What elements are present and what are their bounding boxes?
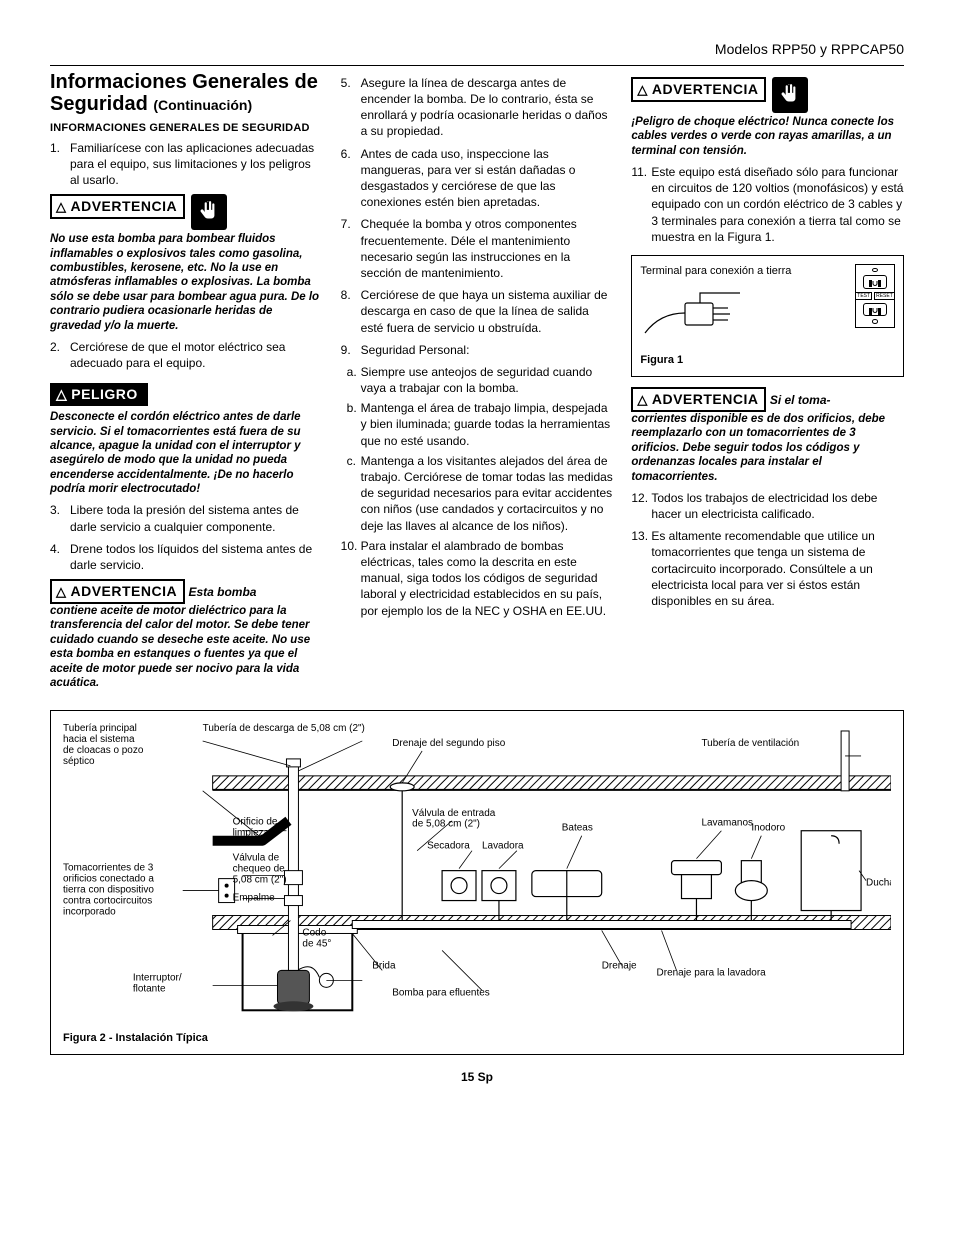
page-number: 15 Sp [50,1069,904,1085]
list-item: 6.Antes de cada uso, inspeccione las man… [341,146,614,211]
warn4-text: corrientes disponible es de dos orificio… [631,412,904,484]
li7-text: Chequée la bomba y otros componentes fre… [361,216,614,281]
svg-text:Drenaje para la lavadora: Drenaje para la lavadora [657,968,767,979]
fig1-terminal-label: Terminal para conexión a tierra [640,264,845,279]
reset-label: RESET [874,292,895,301]
svg-text:Lavamanos: Lavamanos [701,818,753,829]
section-title: Informaciones Generales de Seguridad (Co… [50,71,323,115]
svg-text:Secadora: Secadora [427,841,470,852]
column-2: 5.Asegure la línea de descarga antes de … [341,71,614,696]
li9a-text: Siempre use anteojos de seguridad cuando… [361,364,614,396]
svg-text:Tubería principalhacia el sist: Tubería principalhacia el sistemade cloa… [63,723,144,767]
warn1-text: No use esta bomba para bombear fluidos i… [50,232,323,333]
svg-text:Bomba para efluentes: Bomba para efluentes [392,988,490,999]
warn-label: ADVERTENCIA [71,197,178,216]
list-item: b.Mantenga el área de trabajo limpia, de… [347,400,614,449]
svg-text:Drenaje: Drenaje [602,961,637,972]
list-item: 10.Para instalar el alambrado de bombas … [341,538,614,619]
li9c-text: Mantenga a los visitantes alejados del á… [361,453,614,534]
warn-label: ADVERTENCIA [652,80,759,99]
plug-icon [640,283,750,343]
warn-label: ADVERTENCIA [71,582,178,601]
li8-text: Cerciórese de que haya un sistema auxili… [361,287,614,336]
advertencia-badge: △ ADVERTENCIA [50,194,185,219]
li9-text: Seguridad Personal: [361,342,614,358]
li9b-text: Mantenga el área de trabajo limpia, desp… [361,400,614,449]
peligro-badge: △PELIGRO [50,383,148,406]
warning-3: △ ADVERTENCIA [631,77,904,113]
hand-stop-icon [772,77,808,113]
list-item: a.Siempre use anteojos de seguridad cuan… [347,364,614,396]
list-item: 7.Chequée la bomba y otros componentes f… [341,216,614,281]
svg-text:Tubería de descarga de 5,08 cm: Tubería de descarga de 5,08 cm (2") [203,723,365,734]
rule [50,65,904,66]
warning-triangle-icon: △ [56,200,67,213]
list-item: 3.Libere toda la presión del sistema ant… [50,502,323,534]
list-item: c.Mantenga a los visitantes alejados del… [347,453,614,534]
warning-1: △ ADVERTENCIA [50,194,323,230]
svg-text:Válvula dechequeo de5,08 cm (2: Válvula dechequeo de5,08 cm (2") [233,853,287,886]
warning-triangle-icon: △ [637,393,648,406]
warn2-text: contiene aceite de motor dieléctrico par… [50,604,323,690]
warn3-text: ¡Peligro de choque eléctrico! Nunca cone… [631,115,904,158]
test-label: TEST [855,292,872,301]
figure-2: Tubería principalhacia el sistemade cloa… [50,710,904,1054]
figure-1: Terminal para conexión a tierra [631,255,904,377]
list-item: 1.Familiarícese con las aplicaciones ade… [50,140,323,189]
warn-label: ADVERTENCIA [652,390,759,409]
li12-text: Todos los trabajos de electricidad los d… [651,490,904,522]
model-header: Modelos RPP50 y RPPCAP50 [50,40,904,59]
svg-text:Interruptor/flotante: Interruptor/flotante [133,973,182,995]
list-item: 4.Drene todos los líquidos del sistema a… [50,541,323,573]
warn4-lead: Si el toma- [770,393,831,407]
svg-text:Brida: Brida [372,961,396,972]
hand-stop-icon [191,194,227,230]
svg-text:Inodoro: Inodoro [751,823,785,834]
title-cont: (Continuación) [153,97,252,113]
subhead: INFORMACIONES GENERALES DE SEGURIDAD [50,121,323,136]
column-3: △ ADVERTENCIA ¡Peligro de choque eléctric… [631,71,904,696]
list-item: 11.Este equipo está diseñado sólo para f… [631,164,904,245]
advertencia-badge: △ ADVERTENCIA [50,579,185,604]
li11-text: Este equipo está diseñado sólo para func… [651,164,904,245]
li5-text: Asegure la línea de descarga antes de en… [361,75,614,140]
li1-text: Familiarícese con las aplicaciones adecu… [70,140,323,189]
sublist-9: a.Siempre use anteojos de seguridad cuan… [347,364,614,534]
list-item: 2.Cerciórese de que el motor eléctrico s… [50,339,323,371]
li2-text: Cerciórese de que el motor eléctrico sea… [70,339,323,371]
svg-text:Empalme: Empalme [233,893,276,904]
fig1-caption: Figura 1 [640,353,895,368]
peligro-text: Desconecte el cordón eléctrico antes de … [50,410,323,496]
svg-text:Tomacorrientes de 3orificios c: Tomacorrientes de 3orificios conectado a… [63,863,154,918]
main-columns: Informaciones Generales de Seguridad (Co… [50,71,904,696]
fig2-caption: Figura 2 - Instalación Típica [63,1031,891,1046]
advertencia-badge: △ ADVERTENCIA [631,77,766,102]
li13-text: Es altamente recomendable que utilice un… [651,528,904,609]
li6-text: Antes de cada uso, inspeccione las mangu… [361,146,614,211]
advertencia-badge: △ ADVERTENCIA [631,387,766,412]
list-item: 12.Todos los trabajos de electricidad lo… [631,490,904,522]
list-item: 9.Seguridad Personal: [341,342,614,358]
li4-text: Drene todos los líquidos del sistema ant… [70,541,323,573]
warn2-body: contiene aceite de motor dieléctrico par… [50,605,310,689]
list-item: 5.Asegure la línea de descarga antes de … [341,75,614,140]
svg-text:Ducha: Ducha [866,878,891,889]
peligro-label: PELIGRO [71,385,138,404]
installation-diagram: Tubería principalhacia el sistemade cloa… [63,721,891,1020]
outlet-gfci-icon: TESTRESET [855,264,895,328]
svg-text:Bateas: Bateas [562,823,593,834]
li10-text: Para instalar el alambrado de bombas elé… [361,538,614,619]
svg-text:Tubería de ventilación: Tubería de ventilación [701,738,799,749]
list-item: 8.Cerciórese de que haya un sistema auxi… [341,287,614,336]
list-item: 13.Es altamente recomendable que utilice… [631,528,904,609]
svg-text:Válvula de entradade 5,08 cm (: Válvula de entradade 5,08 cm (2") [412,808,496,830]
warn2-lead: Esta bomba [188,585,256,599]
column-1: Informaciones Generales de Seguridad (Co… [50,71,323,696]
svg-text:Lavadora: Lavadora [482,841,524,852]
svg-text:Drenaje del segundo piso: Drenaje del segundo piso [392,738,506,749]
warning-triangle-icon: △ [637,83,648,96]
warning-triangle-icon: △ [56,585,67,598]
li3-text: Libere toda la presión del sistema antes… [70,502,323,534]
warning-triangle-icon: △ [56,385,67,404]
